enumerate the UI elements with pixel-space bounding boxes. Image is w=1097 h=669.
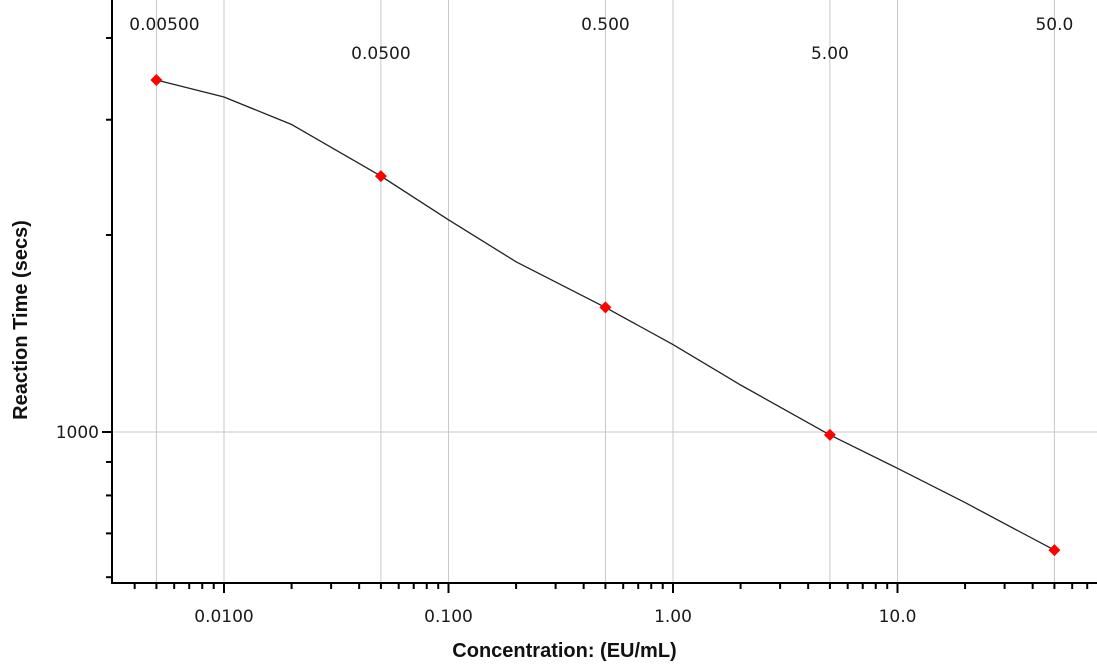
standard-label: 0.0500 [351, 44, 410, 64]
grid-lines [112, 0, 1097, 583]
x-tick-label: 0.0100 [194, 607, 253, 627]
data-point [823, 428, 836, 441]
standard-label: 50.0 [1035, 15, 1073, 35]
standard-label: 0.500 [581, 15, 630, 35]
tick-labels: 0.0100 0.100 1.00 10.0 1000 0.00500 0.0500 0.50… [56, 15, 1074, 627]
data-point [599, 301, 612, 314]
data-point [374, 170, 387, 183]
standard-label: 0.00500 [129, 15, 199, 35]
standard-label: 5.00 [811, 44, 849, 64]
x-tick-label: 0.100 [424, 607, 473, 627]
data-point [1048, 544, 1061, 557]
axes [102, 0, 1097, 593]
x-axis-title: Concentration: (EU/mL) [452, 640, 676, 662]
x-tick-label: 1.00 [654, 607, 692, 627]
x-tick-label: 10.0 [879, 607, 917, 627]
data-points [150, 74, 1061, 557]
data-point [150, 74, 163, 86]
y-axis-title: Reaction Time (secs) [10, 220, 32, 420]
y-tick-label: 1000 [56, 423, 99, 443]
